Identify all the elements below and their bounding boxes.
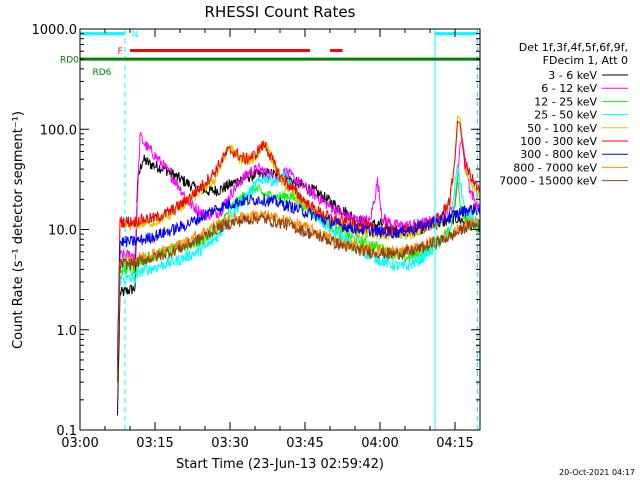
flag-label-rd0: RD0 xyxy=(60,56,79,66)
flag-bars: NF RD0 RD6 xyxy=(60,30,480,78)
x-tick-label-5: 04:00 xyxy=(361,436,398,451)
y-tick-label-4: 100.0 xyxy=(40,123,77,138)
legend-header-line-1: Det 1f,3f,4f,5f,6f,9f, xyxy=(519,41,628,54)
x-axis-label: Start Time (23-Jun-13 02:59:42) xyxy=(176,457,384,472)
legend-label-2: 6 - 12 keV xyxy=(541,82,597,95)
legend-label-7: 300 - 800 keV xyxy=(520,148,597,161)
x-tick-label-1: 03:00 xyxy=(61,436,98,451)
x-tick-label-6: 04:15 xyxy=(436,436,473,451)
legend-label-8: 800 - 7000 keV xyxy=(513,161,597,174)
y-tick-label-1: 0.1 xyxy=(56,424,77,439)
legend: Det 1f,3f,4f,5f,6f,9f, FDecim 1, Att 0 3… xyxy=(499,41,628,188)
legend-label-1: 3 - 6 keV xyxy=(548,69,597,82)
legend-label-6: 100 - 300 keV xyxy=(520,135,597,148)
series-layer xyxy=(117,115,480,416)
series-line-8 xyxy=(117,210,480,383)
series-line-7 xyxy=(117,193,480,370)
chart-title: RHESSI Count Rates xyxy=(205,3,356,21)
legend-label-9: 7000 - 15000 keV xyxy=(499,175,597,188)
footer-timestamp: 20-Oct-2021 04:17 xyxy=(559,468,635,477)
legend-label-5: 50 - 100 keV xyxy=(527,122,597,135)
y-tick-label-3: 10.0 xyxy=(48,224,77,239)
x-tick-label-3: 03:30 xyxy=(211,436,248,451)
series-line-1 xyxy=(117,154,480,416)
x-tick-label-2: 03:15 xyxy=(136,436,173,451)
series-line-2 xyxy=(117,131,480,353)
flag-label-rd6: RD6 xyxy=(93,68,112,78)
y-tick-label-5: 1000.0 xyxy=(32,23,78,38)
y-tick-label-2: 1.0 xyxy=(56,324,77,339)
series-line-9 xyxy=(117,212,480,383)
flag-label-n: N xyxy=(132,30,139,40)
flag-label-f: F xyxy=(118,47,123,57)
legend-label-4: 25 - 50 keV xyxy=(534,109,597,122)
axis-ticks: 03:00 03:15 03:30 03:45 04:00 04:15 0.1 1.0 10.0… xyxy=(32,23,481,451)
legend-header-line-2: FDecim 1, Att 0 xyxy=(543,54,628,67)
legend-label-3: 12 - 25 keV xyxy=(534,95,597,108)
x-tick-label-4: 03:45 xyxy=(286,436,323,451)
y-axis-label: Count Rate (s⁻¹ detector segment⁻¹) xyxy=(11,111,26,349)
series-line-4 xyxy=(117,163,480,370)
